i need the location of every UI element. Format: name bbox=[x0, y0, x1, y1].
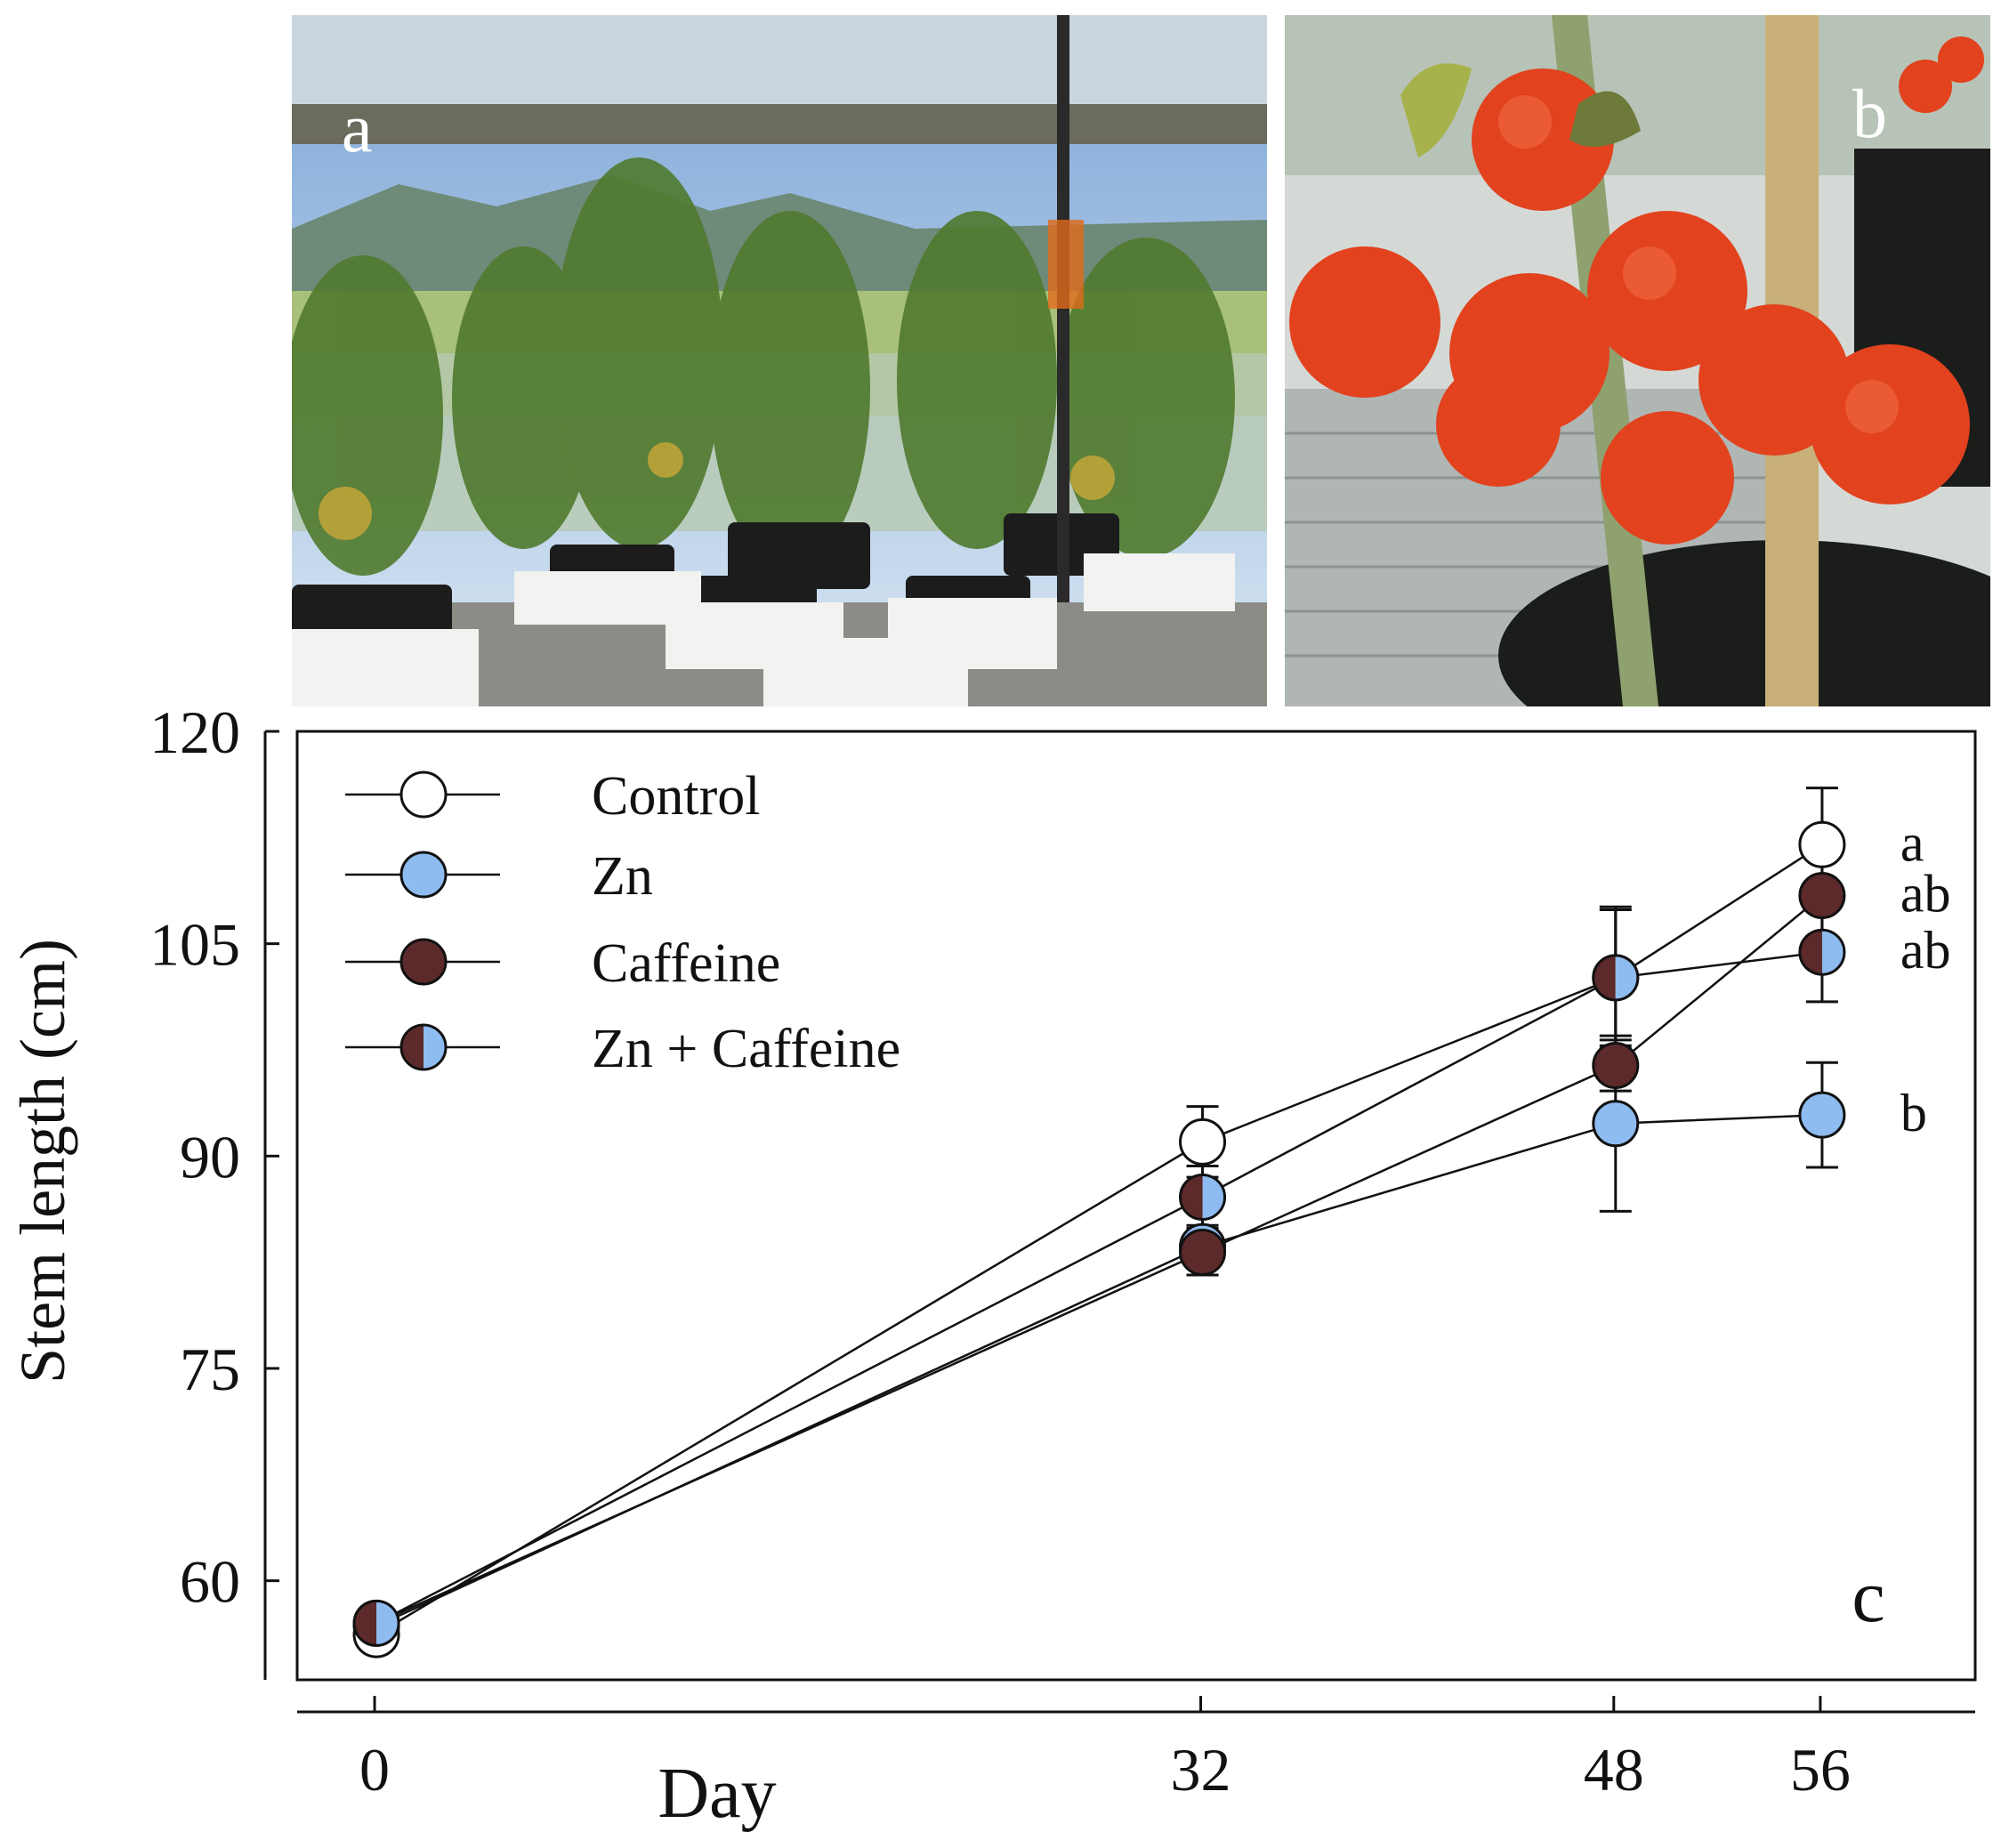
data-point bbox=[1179, 1173, 1227, 1221]
series-line bbox=[375, 843, 1823, 1636]
x-axis-label: Day bbox=[658, 1755, 776, 1833]
legend-label: Caffeine bbox=[592, 933, 780, 994]
photo-panel-b: b bbox=[1285, 15, 1990, 706]
data-point bbox=[1592, 1041, 1640, 1089]
marker-outline bbox=[1798, 928, 1846, 976]
marker-half-left bbox=[354, 1601, 377, 1646]
data-point bbox=[1798, 820, 1846, 868]
marker-half-right bbox=[424, 1025, 446, 1069]
data-point bbox=[1592, 954, 1640, 1002]
legend-label: Zn bbox=[592, 846, 653, 907]
legend-marker bbox=[399, 771, 448, 819]
chart-panel-label: c bbox=[1852, 1555, 1884, 1638]
data-point bbox=[1179, 1229, 1227, 1277]
annotation-label: ab bbox=[1900, 921, 1951, 980]
annotation-label: ab bbox=[1900, 865, 1951, 924]
x-tick-label: 32 bbox=[1171, 1736, 1231, 1804]
y-axis: 60 75 90 105 120 bbox=[149, 698, 279, 1680]
data-point bbox=[1179, 1118, 1227, 1166]
plot-frame bbox=[295, 730, 1977, 1682]
marker-blue bbox=[1592, 1100, 1640, 1148]
data-point bbox=[1798, 928, 1846, 976]
x-tick-label: 48 bbox=[1584, 1736, 1644, 1804]
x-axis: 0 32 48 56 bbox=[359, 1696, 1851, 1804]
legend-marker bbox=[399, 851, 448, 899]
photo-a-label: a bbox=[342, 89, 373, 166]
photo-b-label: b bbox=[1852, 75, 1887, 152]
legend-label: Zn + Caffeine bbox=[592, 1019, 900, 1079]
data-point bbox=[1798, 1091, 1846, 1139]
marker-half-left bbox=[1799, 930, 1822, 975]
y-tick-label: 90 bbox=[180, 1123, 240, 1190]
marker-blue bbox=[1798, 1091, 1846, 1139]
legend-marker bbox=[399, 938, 448, 986]
marker-half-right bbox=[1821, 930, 1844, 975]
annotation-label: b bbox=[1900, 1084, 1927, 1142]
y-axis-label: Stem length (cm) bbox=[7, 939, 78, 1384]
marker-outline bbox=[1592, 954, 1640, 1002]
marker-brown bbox=[1179, 1229, 1227, 1277]
y-tick-label: 120 bbox=[149, 698, 240, 766]
marker-brown bbox=[1798, 872, 1846, 920]
marker-blue bbox=[399, 851, 448, 899]
marker-brown bbox=[399, 938, 448, 986]
photo-panel-a: a bbox=[292, 15, 1267, 706]
marker-half-right bbox=[1615, 955, 1638, 1000]
legend-marker bbox=[399, 1023, 448, 1071]
marker-half-right bbox=[1202, 1174, 1225, 1220]
tomato-photo bbox=[1285, 15, 1990, 706]
marker-open bbox=[1798, 820, 1846, 868]
marker-outline bbox=[352, 1599, 400, 1647]
x-tick-label: 56 bbox=[1790, 1736, 1851, 1804]
marker-half-left bbox=[401, 1025, 424, 1069]
series-line bbox=[375, 894, 1823, 1625]
marker-half-left bbox=[1180, 1174, 1203, 1220]
y-tick-label: 105 bbox=[149, 911, 240, 979]
series-group bbox=[352, 787, 1846, 1658]
legend-label: Control bbox=[592, 766, 760, 827]
legend: Control Zn Caffeine Zn + Caffeine bbox=[345, 766, 900, 1079]
y-tick-label: 60 bbox=[180, 1548, 240, 1616]
marker-outline bbox=[399, 1023, 448, 1071]
marker-half-left bbox=[1593, 955, 1616, 1000]
marker-brown bbox=[1592, 1041, 1640, 1089]
marker-half-right bbox=[376, 1601, 399, 1646]
y-tick-label: 75 bbox=[180, 1336, 240, 1403]
data-point bbox=[352, 1599, 400, 1647]
series-line bbox=[375, 950, 1823, 1625]
marker-open bbox=[399, 771, 448, 819]
series-line bbox=[375, 1113, 1822, 1627]
marker-open bbox=[1179, 1118, 1227, 1166]
data-point bbox=[1798, 872, 1846, 920]
x-tick-label: 0 bbox=[359, 1736, 390, 1804]
marker-outline bbox=[1179, 1173, 1227, 1221]
annotation-label: a bbox=[1900, 813, 1924, 872]
greenhouse-photo bbox=[292, 15, 1267, 706]
data-point bbox=[1592, 1100, 1640, 1148]
